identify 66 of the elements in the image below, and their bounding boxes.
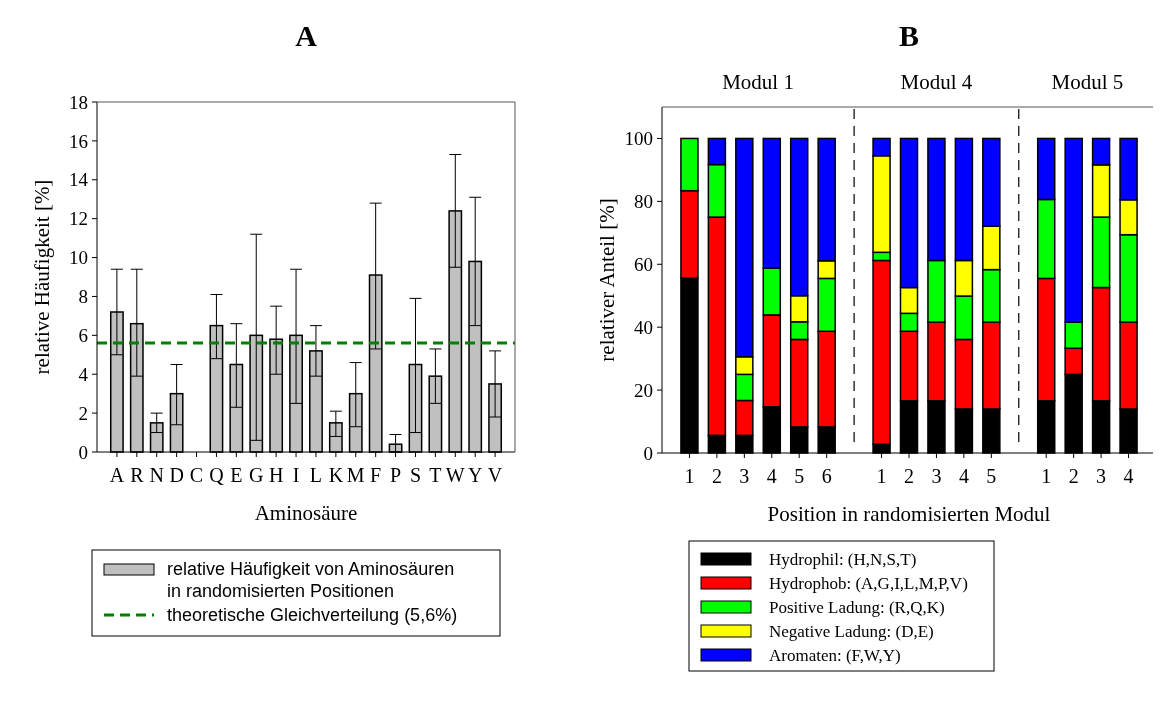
y-tick-label: 0 <box>643 442 653 464</box>
text: Modul 1 <box>722 70 794 94</box>
x-tick-label: T <box>429 464 442 486</box>
x-tick-label: V <box>487 464 503 486</box>
x-tick-label: N <box>149 464 164 486</box>
y-tick-label: 4 <box>78 363 89 385</box>
y-tick-label: 8 <box>78 286 88 308</box>
legend-label: Negative Ladung: (D,E) <box>769 622 934 641</box>
y-tick-label: 20 <box>634 379 653 401</box>
x-tick-label: 3 <box>739 465 750 487</box>
x-tick-label: 3 <box>931 465 942 487</box>
x-tick-label: Y <box>467 464 483 486</box>
y-axis-title: relative Häufigkeit [%] <box>30 179 54 375</box>
text: Modul 5 <box>1051 70 1124 94</box>
y-tick-label: 0 <box>78 441 88 463</box>
y-tick-label: 60 <box>634 253 653 275</box>
y-tick-label: 2 <box>78 402 88 424</box>
y-tick-label: 100 <box>624 128 653 150</box>
legend-label: theoretische Gleichverteilung (5,6%) <box>167 605 458 625</box>
x-tick-label: 4 <box>1123 465 1134 487</box>
x-tick-label: D <box>169 464 184 486</box>
x-tick-label: G <box>249 464 264 486</box>
x-tick-label: 2 <box>1068 465 1079 487</box>
text: Modul 4 <box>900 70 973 94</box>
y-tick-label: 18 <box>69 91 88 113</box>
y-tick-label: 80 <box>634 191 653 213</box>
y-axis-title: relativer Anteil [%] <box>595 198 619 362</box>
x-axis-title: Position in randomisierten Modul <box>767 502 1051 526</box>
x-tick-label: M <box>346 464 365 486</box>
x-tick-label: 3 <box>1096 465 1107 487</box>
x-axis-title: Aminosäure <box>254 501 358 525</box>
x-tick-label: F <box>370 464 382 486</box>
x-tick-label: W <box>445 464 465 486</box>
chart-title: A <box>295 19 318 52</box>
x-tick-label: L <box>309 464 323 486</box>
x-tick-label: C <box>189 464 204 486</box>
chart-title: B <box>898 19 920 52</box>
x-tick-label: 2 <box>904 465 914 487</box>
x-tick-label: 1 <box>1041 465 1052 487</box>
x-tick-label: A <box>109 464 125 486</box>
x-tick-label: K <box>328 464 344 486</box>
y-tick-label: 12 <box>69 208 88 230</box>
y-tick-label: 6 <box>78 324 88 346</box>
x-tick-label: Q <box>209 464 225 486</box>
legend-label: Hydrophil: (H,N,S,T) <box>769 550 917 569</box>
y-tick-label: 16 <box>69 130 88 152</box>
x-tick-label: P <box>390 464 402 486</box>
x-tick-label: 2 <box>711 465 722 487</box>
x-tick-label: 1 <box>876 465 887 487</box>
x-tick-label: E <box>230 464 243 486</box>
x-tick-label: 4 <box>958 465 969 487</box>
y-tick-label: 10 <box>69 247 88 269</box>
x-tick-label: H <box>268 464 284 486</box>
y-tick-label: 14 <box>69 169 89 191</box>
legend-label: Aromaten: (F,W,Y) <box>769 646 901 665</box>
x-tick-label: 5 <box>794 465 805 487</box>
legend-label: Positive Ladung: (R,Q,K) <box>769 598 945 617</box>
x-tick-label: I <box>292 464 300 486</box>
legend-label: Hydrophob: (A,G,I,L,M,P,V) <box>769 574 968 593</box>
x-tick-label: 6 <box>821 465 832 487</box>
x-tick-label: 4 <box>766 465 777 487</box>
x-tick-label: 1 <box>684 465 695 487</box>
y-tick-label: 40 <box>634 316 653 338</box>
x-tick-label: R <box>130 464 145 486</box>
x-tick-label: S <box>409 464 422 486</box>
x-tick-label: 5 <box>986 465 997 487</box>
